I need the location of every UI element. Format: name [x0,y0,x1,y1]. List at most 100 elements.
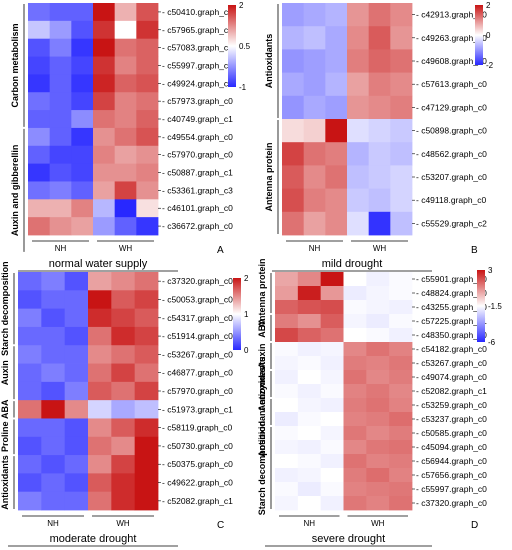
row-label-text: c52082.graph_c1 [167,496,233,506]
heatmap-cell [347,142,370,166]
heatmap-cell [111,418,136,438]
heatmap-cell [93,145,116,165]
heatmap-cell [134,363,159,383]
heatmap-panel-d: - c55901.graph_c0 - c48824.graph_c0 - c432… [257,259,502,547]
heatmap-cell [114,199,137,218]
group-label: Auxin and gibberellin [10,145,20,237]
heatmap-cell [275,482,299,497]
heatmap-cell [28,3,51,22]
heatmap-cell [320,412,344,427]
heatmap-cell [343,314,367,329]
row-label-text: c51914.graph_c0 [167,331,233,341]
row-label: - c46877.graph_c0 [162,368,233,378]
heatmap-cell [320,398,344,413]
group-label: Antioxidants [264,34,274,89]
row-label-text: c55529.graph_c2 [421,218,487,228]
heatmap-cell [343,398,367,413]
heatmap-cell [389,356,413,371]
heatmap-cell [320,300,344,315]
heatmap-cell [88,308,112,328]
heatmap-cell [366,412,390,427]
heatmap-cell [136,199,159,218]
heatmap-cell [320,468,344,483]
group-label: ABA [257,318,267,338]
colorbar-tick-label: 0.5 [239,42,251,51]
column-group-label: NH [47,519,59,528]
heatmap-cell [28,217,51,236]
heatmap-cell [320,384,344,399]
heatmap-cell [28,127,51,147]
row-label: - c49263.graph_c0 [416,33,487,43]
heatmap-cell [389,342,413,357]
heatmap-cell [41,326,66,346]
row-label-text: c56944.graph_c0 [421,456,487,466]
heatmap-cell [71,145,94,165]
heatmap-cell [41,418,66,438]
row-label: - c57973.graph_c0 [162,96,233,106]
heatmap-cell [297,482,322,497]
column-group-label: WH [373,244,387,253]
heatmap-cell [320,356,344,371]
row-label-text: c48350.graph_c0 [421,330,487,340]
heatmap-cell [297,398,322,413]
heatmap-cell [275,272,299,287]
heatmap-cell [275,454,299,469]
heatmap-cell [297,286,322,301]
heatmap-cell [111,326,136,346]
heatmap-cell [366,496,390,511]
row-label: - c42913.graph_c0 [416,10,487,20]
heatmap-cell [303,211,326,236]
heatmap-cell [297,300,322,315]
heatmap-cell [111,345,136,364]
heatmap-cell [303,95,326,120]
heatmap-cell [303,3,326,27]
heatmap-cell [136,163,159,182]
row-label: - c40749.graph_c1 [162,114,233,124]
heatmap-cell [368,3,391,27]
heatmap-cell [368,72,391,97]
heatmap-cell [389,272,413,287]
heatmap-cell [93,3,116,22]
panel-letter: C [217,520,224,531]
heatmap-cell [347,49,370,73]
heatmap-cell [49,110,72,129]
row-label: - c48562.graph_c0 [416,149,487,159]
row-label: - c58119.graph_c0 [162,423,233,433]
row-label-text: c57656.graph_c0 [421,470,487,480]
heatmap-cell [343,412,367,427]
heatmap-cell [297,342,322,357]
heatmap-cell [49,217,72,236]
heatmap-cell [282,119,305,143]
heatmap-cell [325,49,348,73]
heatmap-cell [368,26,391,50]
row-label-text: c55997.graph_c0 [421,484,487,494]
group-label: Auxin [257,343,267,368]
heatmap-cell [303,188,326,213]
row-label-text: c46877.graph_c0 [167,368,233,378]
heatmap-cell [343,286,367,301]
heatmap-cell [275,356,299,371]
heatmap-cell [134,455,159,474]
row-label: - c49924.graph_c0 [162,78,233,88]
heatmap-cell [389,370,413,385]
heatmap-cell [93,163,116,182]
colorbar-tick-label: 0 [244,346,249,355]
colorbar-tick-label: -1 [239,83,247,92]
heatmap-cell [18,345,42,364]
heatmap-cell [297,328,322,343]
heatmap-cell [297,272,322,287]
heatmap-cell [297,468,322,483]
heatmap-cell [368,142,391,166]
heatmap-cell [343,426,367,441]
heatmap-cell [320,286,344,301]
row-label: - c50887.graph_c1 [162,168,233,178]
heatmap-cell [49,127,72,147]
heatmap-cell [343,342,367,357]
heatmap-cell [366,328,390,343]
heatmap-cell [325,95,348,120]
heatmap-cell [297,496,322,511]
heatmap-cell [71,74,94,93]
heatmap-cell [64,381,89,401]
heatmap-cell [93,20,116,40]
